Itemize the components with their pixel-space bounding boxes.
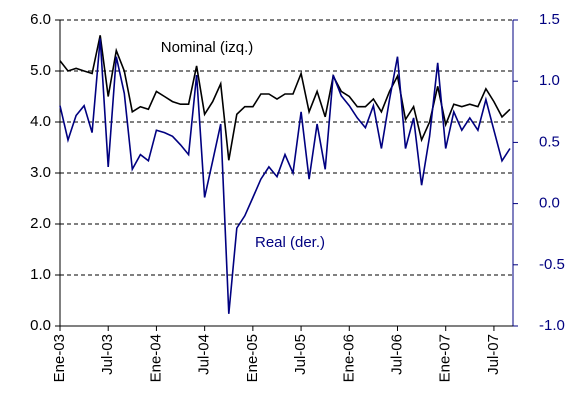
- y2-tick-label: 0.5: [539, 133, 560, 150]
- series-label: Real (der.): [255, 234, 325, 251]
- x-tick-label: Jul-07: [485, 334, 502, 375]
- y2-tick-label: 1.5: [539, 11, 560, 28]
- series-line: [59, 38, 511, 314]
- x-tick-label: Ene-04: [147, 334, 164, 382]
- y-tick-label: 6.0: [30, 11, 51, 28]
- x-tick-label: Ene-03: [51, 334, 68, 382]
- x-tick-label: Jul-04: [196, 334, 213, 375]
- y2-tick-label: 0.0: [539, 195, 560, 212]
- x-tick-label: Ene-06: [340, 334, 357, 382]
- y2-tick-label: -0.5: [539, 256, 565, 273]
- x-tick-label: Jul-05: [292, 334, 309, 375]
- y-tick-label: 2.0: [30, 215, 51, 232]
- y-tick-label: 4.0: [30, 113, 51, 130]
- x-tick-label: Ene-07: [437, 334, 454, 382]
- series-line: [59, 35, 511, 161]
- x-tick-label: Jul-06: [388, 334, 405, 375]
- y2-tick-label: 1.0: [539, 72, 560, 89]
- y-tick-label: 5.0: [30, 62, 51, 79]
- y-tick-label: 1.0: [30, 266, 51, 283]
- series-label: Nominal (izq.): [161, 39, 254, 56]
- x-tick-label: Ene-05: [244, 334, 261, 382]
- x-tick-label: Jul-03: [99, 334, 116, 375]
- y2-tick-label: -1.0: [539, 317, 565, 334]
- y-tick-label: 0.0: [30, 317, 51, 334]
- y-tick-label: 3.0: [30, 164, 51, 181]
